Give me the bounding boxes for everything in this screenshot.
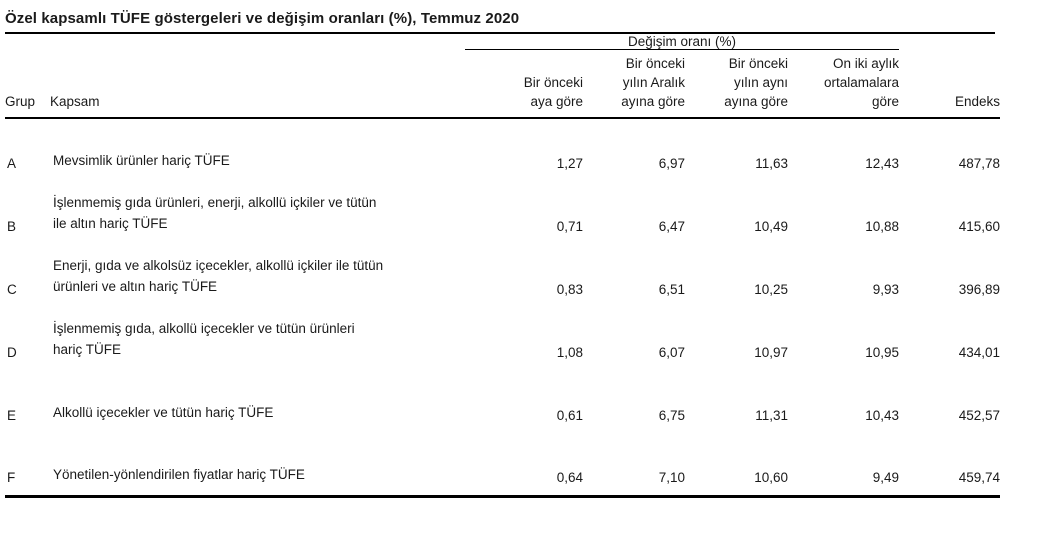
table-row-a: A Mevsimlik ürünler hariç TÜFE 1,27 6,97… bbox=[5, 118, 1000, 181]
value-twelve-month-avg: 10,95 bbox=[865, 345, 900, 360]
group-letter: F bbox=[7, 469, 16, 485]
scope-label: Alkollü içecekler ve tütün hariç TÜFE bbox=[53, 405, 274, 420]
value-prev-year-same-month: 10,60 bbox=[754, 469, 788, 485]
scope-label: Yönetilen-yönlendirilen fiyatlar hariç T… bbox=[53, 466, 305, 482]
table-header: Değişim oranı (%) Grup Kapsam Bir önceki… bbox=[5, 34, 1001, 118]
value-endeks: 396,89 bbox=[958, 282, 1001, 297]
column-header-twelve-month-avg: On iki aylık ortalamalara göre bbox=[823, 56, 900, 109]
value-twelve-month-avg: 9,93 bbox=[872, 282, 900, 297]
value-twelve-month-avg: 10,88 bbox=[865, 219, 900, 234]
column-header-endeks: Endeks bbox=[955, 94, 1001, 109]
value-prev-month: 1,08 bbox=[556, 345, 583, 360]
value-prev-year-same-month: 10,49 bbox=[754, 219, 788, 234]
value-twelve-month-avg: 10,43 bbox=[865, 408, 900, 423]
value-endeks: 487,78 bbox=[958, 156, 1001, 171]
value-prev-month: 0,71 bbox=[556, 219, 583, 234]
value-prev-december: 7,10 bbox=[658, 469, 685, 485]
table-row-f: F Yönetilen-yönlendirilen fiyatlar hariç… bbox=[5, 433, 1001, 496]
column-header-row: Grup Kapsam Bir önceki aya göre Bir önce… bbox=[5, 50, 1001, 118]
value-prev-year-same-month: 10,97 bbox=[754, 345, 788, 360]
value-prev-december: 6,75 bbox=[658, 408, 685, 423]
table-row-b: B İşlenmemiş gıda ürünleri, enerji, alko… bbox=[5, 181, 1000, 244]
spacer-cell bbox=[899, 34, 1000, 50]
value-endeks: 452,57 bbox=[958, 408, 1001, 423]
group-letter: B bbox=[7, 219, 17, 234]
cpi-special-aggregates-table: Değişim oranı (%) Grup Kapsam Bir önceki… bbox=[5, 34, 1001, 498]
page: Özel kapsamlı TÜFE göstergeleri ve değiş… bbox=[5, 10, 1001, 498]
value-prev-month: 0,83 bbox=[556, 282, 583, 297]
value-prev-month: 0,61 bbox=[556, 408, 583, 423]
group-letter: A bbox=[7, 156, 17, 171]
table-body: A Mevsimlik ürünler hariç TÜFE 1,27 6,97… bbox=[5, 118, 1001, 496]
scope-label: Enerji, gıda ve alkolsüz içecekler, alko… bbox=[53, 258, 384, 294]
spacer-cell bbox=[5, 34, 465, 50]
value-endeks: 459,74 bbox=[958, 469, 1001, 485]
value-prev-december: 6,47 bbox=[658, 219, 685, 234]
column-header-kapsam: Kapsam bbox=[50, 94, 100, 109]
value-prev-month: 0,64 bbox=[556, 469, 583, 485]
column-header-prev-december: Bir önceki yılın Aralık ayına göre bbox=[621, 56, 685, 109]
page-title: Özel kapsamlı TÜFE göstergeleri ve değiş… bbox=[5, 10, 995, 34]
change-rate-group-header: Değişim oranı (%) bbox=[465, 34, 900, 50]
value-prev-year-same-month: 10,25 bbox=[754, 282, 788, 297]
scope-label: Mevsimlik ürünler hariç TÜFE bbox=[53, 153, 230, 168]
column-header-prev-month: Bir önceki aya göre bbox=[523, 75, 583, 109]
value-prev-year-same-month: 11,31 bbox=[755, 408, 788, 423]
value-twelve-month-avg: 9,49 bbox=[872, 469, 900, 485]
group-letter: D bbox=[7, 345, 17, 360]
value-prev-december: 6,07 bbox=[658, 345, 685, 360]
value-prev-december: 6,97 bbox=[658, 156, 685, 171]
scope-label: İşlenmemiş gıda, alkollü içecekler ve tü… bbox=[53, 321, 355, 357]
column-header-prev-year-same-month: Bir önceki yılın aynı ayına göre bbox=[724, 56, 788, 109]
table-row-e: E Alkollü içecekler ve tütün hariç TÜFE … bbox=[5, 370, 1000, 433]
value-endeks: 434,01 bbox=[958, 345, 1001, 360]
column-header-grup: Grup bbox=[5, 94, 36, 109]
value-endeks: 415,60 bbox=[958, 219, 1001, 234]
value-prev-year-same-month: 11,63 bbox=[755, 156, 788, 171]
value-prev-month: 1,27 bbox=[556, 156, 583, 171]
table-row-d: D İşlenmemiş gıda, alkollü içecekler ve … bbox=[5, 307, 1000, 370]
change-rate-span-row: Değişim oranı (%) bbox=[5, 34, 1000, 50]
group-letter: E bbox=[7, 408, 17, 423]
value-twelve-month-avg: 12,43 bbox=[865, 156, 900, 171]
scope-label: İşlenmemiş gıda ürünleri, enerji, alkoll… bbox=[53, 195, 377, 231]
group-letter: C bbox=[7, 282, 17, 297]
table-row-c: C Enerji, gıda ve alkolsüz içecekler, al… bbox=[5, 244, 1000, 307]
value-prev-december: 6,51 bbox=[658, 282, 685, 297]
